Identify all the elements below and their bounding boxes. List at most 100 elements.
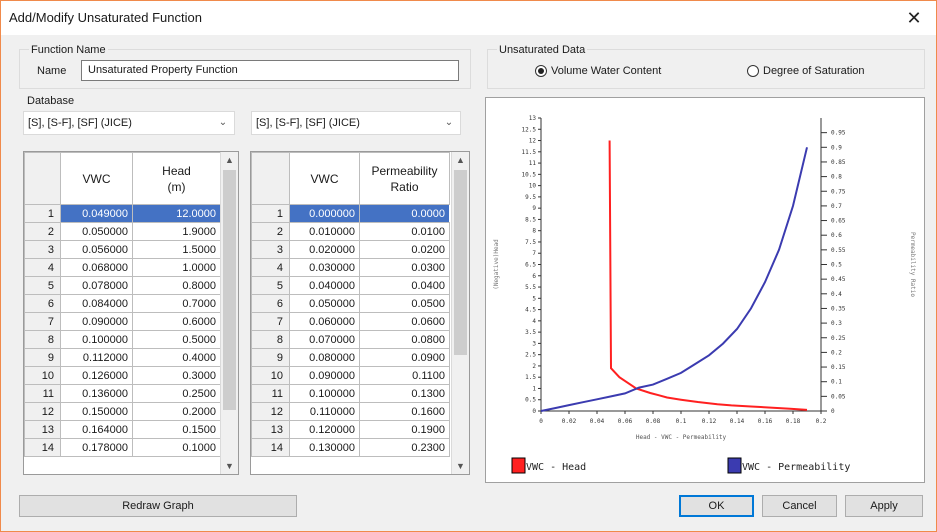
ok-button[interactable]: OK xyxy=(679,495,754,517)
table-row[interactable]: 3 0.056000 1.5000 xyxy=(24,240,221,259)
value-cell[interactable]: 0.1100 xyxy=(359,366,450,385)
value-cell[interactable]: 0.0300 xyxy=(359,258,450,277)
value-cell[interactable]: 0.1500 xyxy=(132,420,221,439)
vwc-cell[interactable]: 0.120000 xyxy=(289,420,360,439)
vwc-cell[interactable]: 0.050000 xyxy=(289,294,360,313)
value-cell[interactable]: 0.1000 xyxy=(132,438,221,457)
table-row[interactable]: 10 0.090000 0.1100 xyxy=(251,366,450,385)
value-cell[interactable]: 0.0000 xyxy=(359,204,450,223)
table-row[interactable]: 11 0.136000 0.2500 xyxy=(24,384,221,403)
value-cell[interactable]: 0.4000 xyxy=(132,348,221,367)
value-cell[interactable]: 0.0200 xyxy=(359,240,450,259)
vwc-cell[interactable]: 0.136000 xyxy=(60,384,133,403)
value-cell[interactable]: 0.1900 xyxy=(359,420,450,439)
table-row[interactable]: 2 0.050000 1.9000 xyxy=(24,222,221,241)
vwc-cell[interactable]: 0.090000 xyxy=(289,366,360,385)
scroll-up-icon[interactable]: ▲ xyxy=(225,155,234,165)
function-name-input[interactable]: Unsaturated Property Function xyxy=(81,60,459,81)
table-row[interactable]: 7 0.090000 0.6000 xyxy=(24,312,221,331)
table-row[interactable]: 8 0.070000 0.0800 xyxy=(251,330,450,349)
value-cell[interactable]: 0.0800 xyxy=(359,330,450,349)
vwc-cell[interactable]: 0.068000 xyxy=(60,258,133,277)
vwc-cell[interactable]: 0.010000 xyxy=(289,222,360,241)
value-cell[interactable]: 0.2300 xyxy=(359,438,450,457)
vwc-cell[interactable]: 0.130000 xyxy=(289,438,360,457)
vwc-cell[interactable]: 0.112000 xyxy=(60,348,133,367)
vwc-cell[interactable]: 0.050000 xyxy=(60,222,133,241)
vwc-cell[interactable]: 0.056000 xyxy=(60,240,133,259)
vwc-cell[interactable]: 0.040000 xyxy=(289,276,360,295)
vwc-cell[interactable]: 0.049000 xyxy=(60,204,133,223)
value-cell[interactable]: 0.1300 xyxy=(359,384,450,403)
column-header-vwc[interactable]: VWC xyxy=(60,152,133,205)
table-row[interactable]: 8 0.100000 0.5000 xyxy=(24,330,221,349)
table-row[interactable]: 7 0.060000 0.0600 xyxy=(251,312,450,331)
column-header-permeability-ratio[interactable]: Permeability Ratio xyxy=(359,152,450,205)
permeability-table-scrollbar[interactable]: ▲ ▼ xyxy=(451,152,469,474)
table-row[interactable]: 5 0.040000 0.0400 xyxy=(251,276,450,295)
scroll-up-icon[interactable]: ▲ xyxy=(456,155,465,165)
vwc-cell[interactable]: 0.020000 xyxy=(289,240,360,259)
close-icon[interactable]: ✕ xyxy=(906,8,922,28)
vwc-cell[interactable]: 0.000000 xyxy=(289,204,360,223)
vwc-cell[interactable]: 0.090000 xyxy=(60,312,133,331)
value-cell[interactable]: 0.0600 xyxy=(359,312,450,331)
table-row[interactable]: 12 0.110000 0.1600 xyxy=(251,402,450,421)
table-row[interactable]: 11 0.100000 0.1300 xyxy=(251,384,450,403)
vwc-cell[interactable]: 0.150000 xyxy=(60,402,133,421)
scroll-thumb[interactable] xyxy=(454,170,467,355)
value-cell[interactable]: 0.2500 xyxy=(132,384,221,403)
value-cell[interactable]: 0.3000 xyxy=(132,366,221,385)
value-cell[interactable]: 0.2000 xyxy=(132,402,221,421)
table-row[interactable]: 14 0.130000 0.2300 xyxy=(251,438,450,457)
vwc-cell[interactable]: 0.060000 xyxy=(289,312,360,331)
table-row[interactable]: 12 0.150000 0.2000 xyxy=(24,402,221,421)
apply-button[interactable]: Apply xyxy=(845,495,923,517)
vwc-cell[interactable]: 0.030000 xyxy=(289,258,360,277)
table-row[interactable]: 14 0.178000 0.1000 xyxy=(24,438,221,457)
table-row[interactable]: 1 0.049000 12.0000 xyxy=(24,204,221,223)
value-cell[interactable]: 12.0000 xyxy=(132,204,221,223)
cancel-button[interactable]: Cancel xyxy=(762,495,837,517)
table-row[interactable]: 6 0.084000 0.7000 xyxy=(24,294,221,313)
value-cell[interactable]: 0.0500 xyxy=(359,294,450,313)
value-cell[interactable]: 0.0400 xyxy=(359,276,450,295)
table-row[interactable]: 6 0.050000 0.0500 xyxy=(251,294,450,313)
table-row[interactable]: 2 0.010000 0.0100 xyxy=(251,222,450,241)
vwc-cell[interactable]: 0.110000 xyxy=(289,402,360,421)
redraw-graph-button[interactable]: Redraw Graph xyxy=(19,495,297,517)
database-combo-permeability[interactable]: [S], [S-F], [SF] (JICE) ⌄ xyxy=(251,111,461,135)
column-header-head[interactable]: Head (m) xyxy=(132,152,221,205)
table-row[interactable]: 9 0.112000 0.4000 xyxy=(24,348,221,367)
value-cell[interactable]: 1.0000 xyxy=(132,258,221,277)
table-row[interactable]: 13 0.120000 0.1900 xyxy=(251,420,450,439)
value-cell[interactable]: 0.1600 xyxy=(359,402,450,421)
value-cell[interactable]: 0.7000 xyxy=(132,294,221,313)
vwc-cell[interactable]: 0.178000 xyxy=(60,438,133,457)
vwc-cell[interactable]: 0.084000 xyxy=(60,294,133,313)
vwc-cell[interactable]: 0.080000 xyxy=(289,348,360,367)
table-row[interactable]: 5 0.078000 0.8000 xyxy=(24,276,221,295)
table-row[interactable]: 10 0.126000 0.3000 xyxy=(24,366,221,385)
value-cell[interactable]: 1.9000 xyxy=(132,222,221,241)
database-combo-head[interactable]: [S], [S-F], [SF] (JICE) ⌄ xyxy=(23,111,235,135)
scroll-down-icon[interactable]: ▼ xyxy=(456,461,465,471)
table-row[interactable]: 13 0.164000 0.1500 xyxy=(24,420,221,439)
value-cell[interactable]: 0.0100 xyxy=(359,222,450,241)
table-row[interactable]: 9 0.080000 0.0900 xyxy=(251,348,450,367)
column-header-vwc[interactable]: VWC xyxy=(289,152,360,205)
scroll-thumb[interactable] xyxy=(223,170,236,410)
value-cell[interactable]: 0.5000 xyxy=(132,330,221,349)
value-cell[interactable]: 0.6000 xyxy=(132,312,221,331)
vwc-cell[interactable]: 0.126000 xyxy=(60,366,133,385)
radio-volume-water-content[interactable]: Volume Water Content xyxy=(535,65,661,77)
value-cell[interactable]: 1.5000 xyxy=(132,240,221,259)
table-row[interactable]: 4 0.068000 1.0000 xyxy=(24,258,221,277)
table-row[interactable]: 3 0.020000 0.0200 xyxy=(251,240,450,259)
table-row[interactable]: 4 0.030000 0.0300 xyxy=(251,258,450,277)
scroll-down-icon[interactable]: ▼ xyxy=(225,461,234,471)
vwc-cell[interactable]: 0.164000 xyxy=(60,420,133,439)
vwc-cell[interactable]: 0.070000 xyxy=(289,330,360,349)
value-cell[interactable]: 0.8000 xyxy=(132,276,221,295)
vwc-cell[interactable]: 0.100000 xyxy=(60,330,133,349)
